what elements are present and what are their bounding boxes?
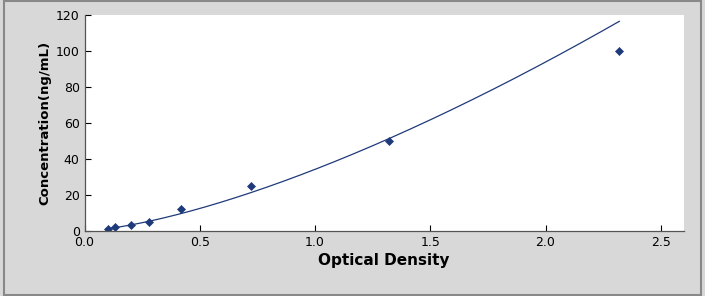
- Y-axis label: Concentration(ng/mL): Concentration(ng/mL): [39, 41, 51, 205]
- X-axis label: Optical Density: Optical Density: [319, 253, 450, 268]
